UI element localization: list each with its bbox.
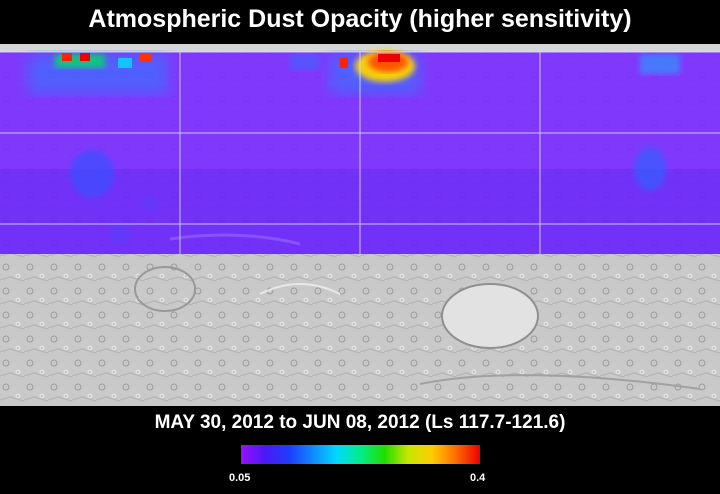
colorbar-min-label: 0.05 <box>229 472 251 484</box>
dust-hotspot-central <box>330 50 420 94</box>
date-range-label: MAY 30, 2012 to JUN 08, 2012 (Ls 117.7-1… <box>154 412 566 433</box>
dust-opacity-map <box>0 44 720 406</box>
elysium-region <box>634 147 666 191</box>
argyre-basin <box>134 266 196 312</box>
graticule <box>0 51 720 254</box>
hellas-basin <box>441 283 539 349</box>
colorbar <box>241 445 480 464</box>
olympus-region <box>70 150 114 198</box>
page-title: Atmospheric Dust Opacity (higher sensiti… <box>88 5 632 33</box>
dust-hotspot-west <box>28 53 168 94</box>
colorbar-max-label: 0.4 <box>470 472 486 484</box>
